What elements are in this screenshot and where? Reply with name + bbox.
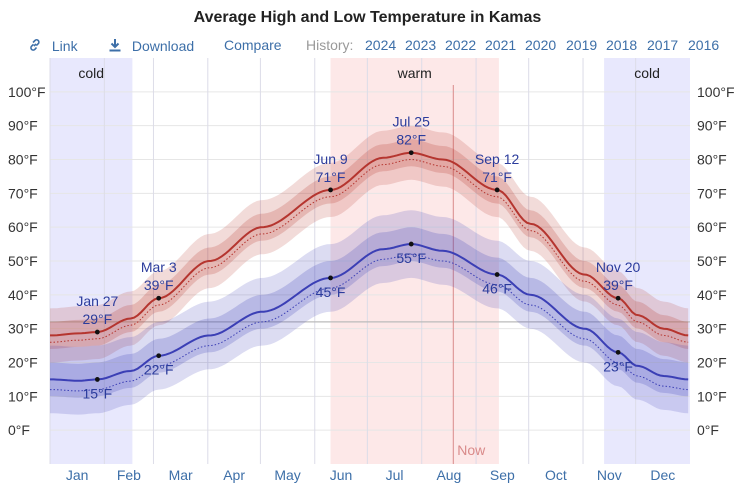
history-year-2018[interactable]: 2018 [606,37,638,53]
y-tick-left: 20°F [8,355,38,371]
high-band-25-75 [50,139,689,349]
annotation-point [615,349,621,355]
high-dotted-line [50,158,689,343]
now-label: Now [457,442,486,458]
month-label-sep: Sep [490,467,515,483]
annotation-temp: 55°F [396,250,426,266]
chart-title: Average High and Low Temperature in Kama… [193,9,542,26]
compare-button[interactable]: Compare [224,37,282,53]
y-tick-right: 50°F [697,253,727,269]
low-band-10-90 [50,210,689,415]
y-tick-right: 20°F [697,355,727,371]
y-tick-left: 60°F [8,219,38,235]
month-label-jun: Jun [330,467,353,483]
annotation-temp: 15°F [82,385,112,401]
history-year-2017[interactable]: 2017 [647,37,679,53]
y-tick-left: 40°F [8,287,38,303]
y-tick-left: 30°F [8,321,38,337]
annotation-date: Nov 20 [596,259,641,275]
annotation-date: Jul 25 [393,114,431,130]
annotation-point [494,187,500,193]
y-tick-left: 10°F [8,388,38,404]
annotation-point [494,272,500,277]
y-tick-right: 40°F [697,287,727,303]
month-label-may: May [274,467,300,483]
annotation-point [156,353,162,359]
y-tick-right: 100°F [697,84,735,100]
history-year-2021[interactable]: 2021 [485,37,517,53]
season-label-warm: warm [397,65,432,81]
download-button[interactable]: Download [108,37,194,54]
annotation-date: Sep 12 [475,151,520,167]
y-tick-right: 70°F [697,185,727,201]
chart-toolbar: Link Download Compare History: 2024 2023… [0,37,735,55]
y-tick-left: 100°F [8,84,46,100]
month-label-jul: Jul [386,467,404,483]
month-label-aug: Aug [436,467,461,483]
annotation-temp: 29°F [82,311,112,327]
annotation-point [615,295,621,301]
annotation-date: Jan 27 [76,293,118,309]
annotation-temp: 82°F [396,132,426,148]
month-label-mar: Mar [169,467,193,483]
annotation-point [408,241,414,247]
month-label-feb: Feb [117,467,141,483]
annotation-temp: 39°F [144,277,174,293]
y-tick-left: 70°F [8,185,38,201]
history-year-2023[interactable]: 2023 [405,37,437,53]
history-year-2019[interactable]: 2019 [566,37,598,53]
history-label: History: [306,37,354,53]
month-label-dec: Dec [650,467,675,483]
annotation-temp: 71°F [316,169,346,185]
high-line [50,151,689,337]
y-tick-right: 10°F [697,388,727,404]
annotation-temp: 39°F [603,277,633,293]
y-tick-right: 80°F [697,152,727,168]
season-label-cold: cold [78,65,104,81]
link-label: Link [51,38,78,54]
annotation-point [156,295,162,301]
month-label-apr: Apr [223,467,245,483]
annotation-point [408,150,414,156]
history-year-2016[interactable]: 2016 [688,37,720,53]
season-label-cold: cold [634,65,660,81]
annotation-temp: 45°F [316,284,346,300]
low-band-25-75 [50,227,689,398]
history-year-2024[interactable]: 2024 [365,37,397,53]
annotation-point [94,377,100,382]
y-tick-right: 60°F [697,219,727,235]
annotation-temp: 23°F [603,358,633,374]
annotation-temp: 71°F [482,169,512,185]
y-tick-right: 90°F [697,118,727,134]
y-tick-left: 0°F [8,422,30,438]
y-tick-left: 50°F [8,253,38,269]
month-label-jan: Jan [66,467,89,483]
history-year-2022[interactable]: 2022 [445,37,477,53]
download-icon [109,39,121,52]
month-label-oct: Oct [545,467,567,483]
history-year-2020[interactable]: 2020 [525,37,557,53]
link-icon [30,39,40,51]
annotation-temp: 22°F [144,362,174,378]
annotation-date: Jun 9 [313,151,347,167]
annotation-date: Mar 3 [141,259,177,275]
annotation-point [94,329,100,335]
y-tick-left: 90°F [8,118,38,134]
low-dotted-line [50,253,689,392]
annotation-temp: 46°F [482,281,512,297]
y-tick-left: 80°F [8,152,38,168]
month-label-nov: Nov [597,467,622,483]
annotation-point [328,275,333,281]
y-tick-right: 30°F [697,321,727,337]
link-button[interactable]: Link [28,37,78,54]
download-label: Download [131,38,195,54]
high-band-10-90 [50,125,689,363]
annotation-point [328,187,333,193]
y-tick-right: 0°F [697,422,719,438]
